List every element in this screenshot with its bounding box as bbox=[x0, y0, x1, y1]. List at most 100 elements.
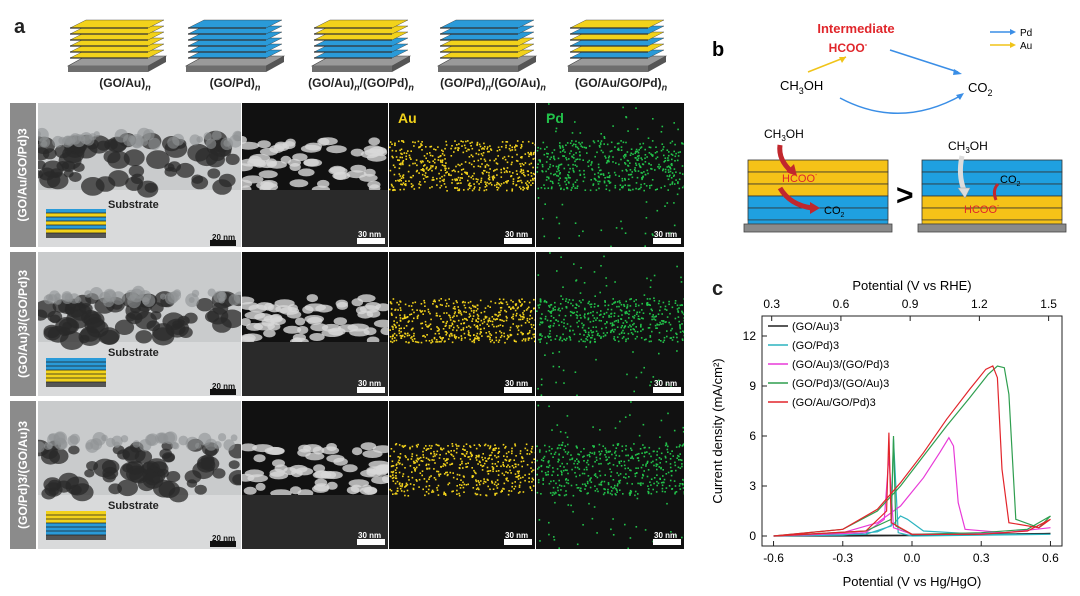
row-label-text: (GO/Au)3/(GO/Pd)3 bbox=[16, 270, 30, 378]
layer-stack-icon bbox=[566, 19, 668, 72]
label-sub2: n bbox=[540, 82, 546, 93]
label-base: (GO/Pd) bbox=[440, 76, 486, 90]
substrate-label-1: Substrate bbox=[108, 199, 159, 211]
panel-b-letter: b bbox=[712, 39, 724, 61]
co2-label: CO2 bbox=[968, 80, 993, 98]
ch3oh-label: CH3OH bbox=[780, 78, 823, 96]
red-arrow-right bbox=[992, 182, 1000, 201]
haadf-image bbox=[242, 103, 388, 247]
scale-label: 20 nm bbox=[212, 382, 236, 391]
scale-bar bbox=[653, 539, 681, 545]
scale-bar bbox=[210, 541, 236, 547]
haadf-image bbox=[242, 252, 388, 396]
ch3oh-right: CH3OH bbox=[948, 139, 988, 155]
arrowhead bbox=[957, 187, 971, 199]
label-base: (GO/Au/GO/Pd) bbox=[574, 76, 662, 90]
schematic-label-5: (GO/Au/GO/Pd)n bbox=[562, 76, 680, 92]
pd-map bbox=[536, 103, 684, 247]
scale-label: 30 nm bbox=[505, 230, 529, 239]
scale-bar bbox=[504, 387, 532, 393]
panel-a-letter: a bbox=[14, 16, 26, 38]
y-axis-label: Current density (mA/cm²) bbox=[710, 358, 725, 503]
scale-bar bbox=[357, 238, 385, 244]
scale-bar bbox=[653, 387, 681, 393]
hcoo-text: HCOO bbox=[829, 41, 865, 55]
greater-than: > bbox=[896, 179, 914, 212]
inset-stack-icon bbox=[46, 209, 106, 238]
scale-bar bbox=[504, 539, 532, 545]
stack-left bbox=[743, 159, 893, 233]
scale-bar bbox=[357, 387, 385, 393]
row-label-text: (GO/Pd)3/(GO/Au)3 bbox=[16, 421, 30, 529]
substrate-label-2: Substrate bbox=[108, 347, 159, 359]
schematic-label-3: (GO/Au)n/(GO/Pd)n bbox=[296, 76, 426, 92]
cv-series-line bbox=[773, 532, 1051, 537]
hcoo-label: HCOO- bbox=[829, 40, 868, 55]
hcoo-left: HCOO- bbox=[782, 172, 818, 185]
label-sub: n bbox=[145, 82, 151, 93]
ch3oh-left: CH3OH bbox=[764, 127, 804, 143]
label-base: (GO/Au) bbox=[99, 76, 146, 90]
pd-map bbox=[536, 401, 684, 549]
legend-label: (GO/Au)3 bbox=[792, 321, 839, 333]
legend-label: (GO/Au)3/(GO/Pd)3 bbox=[792, 359, 889, 371]
x-tick-label: -0.6 bbox=[763, 551, 784, 565]
arrowhead bbox=[1010, 29, 1016, 35]
label-base: (GO/Pd) bbox=[209, 76, 255, 90]
axis-ticks: -0.6 -0.3 0.0 0.3 0.6 0 3 6 9 12 0.3 0.6 0.9 1.2 1.5 bbox=[743, 297, 1059, 565]
arrowhead bbox=[1010, 42, 1016, 48]
arrowhead bbox=[839, 57, 846, 63]
arrowhead bbox=[786, 164, 797, 176]
schematic-label-4: (GO/Pd)n/(GO/Au)n bbox=[428, 76, 558, 92]
row-label-1: (GO/Au/GO/Pd)3 bbox=[10, 103, 36, 247]
schematic-label-2: (GO/Pd)n bbox=[180, 76, 290, 92]
scale-label: 20 nm bbox=[212, 233, 236, 242]
inset-stack-icon bbox=[46, 358, 106, 387]
scale-label: 20 nm bbox=[212, 534, 236, 543]
x-tick-label: 0.3 bbox=[973, 551, 990, 565]
y-tick-label: 6 bbox=[749, 429, 756, 443]
pd-arrow-direct bbox=[839, 94, 963, 114]
scale-bar bbox=[210, 389, 236, 395]
label-sub: n bbox=[661, 82, 668, 93]
pd-arrow-1 bbox=[889, 49, 959, 73]
scale-label: 30 nm bbox=[358, 531, 382, 540]
row-label-3: (GO/Pd)3/(GO/Au)3 bbox=[10, 401, 36, 549]
co2-left: CO2 bbox=[824, 205, 845, 219]
arrowhead bbox=[956, 93, 964, 100]
grey-arrow-right bbox=[957, 155, 967, 191]
cv-chart: -0.6 -0.3 0.0 0.3 0.6 0 3 6 9 12 0.3 0.6 0.9 1.2 1.5 (… bbox=[710, 278, 1063, 589]
top-tick-label: 0.3 bbox=[763, 297, 780, 311]
pd-map bbox=[536, 252, 684, 396]
inset-stack-icon bbox=[46, 511, 106, 540]
layer-stack-icon bbox=[66, 19, 168, 72]
y-tick-label: 0 bbox=[749, 529, 756, 543]
au-arrow-1 bbox=[807, 56, 847, 73]
layer-stack-icon bbox=[184, 19, 286, 72]
scale-bar bbox=[357, 539, 385, 545]
scale-label: 30 nm bbox=[505, 379, 529, 388]
co2-right: CO2 bbox=[1000, 174, 1021, 188]
legend-au-text: Au bbox=[1020, 41, 1032, 52]
label-base: (GO/Au) bbox=[308, 76, 355, 90]
stack-right bbox=[917, 159, 1067, 233]
map-au-label: Au bbox=[398, 110, 417, 126]
legend-label: (GO/Pd)3/(GO/Au)3 bbox=[792, 378, 889, 390]
red-arrow-left-2 bbox=[777, 186, 813, 211]
scale-bar bbox=[504, 238, 532, 244]
hcoo-right: HCOO- bbox=[964, 203, 1000, 216]
au-map bbox=[389, 103, 535, 247]
map-pd-label: Pd bbox=[546, 110, 564, 126]
au-map bbox=[389, 401, 535, 549]
y-tick-label: 3 bbox=[749, 479, 756, 493]
label-sub2: n bbox=[408, 82, 414, 93]
panel-c-letter: c bbox=[712, 278, 724, 300]
top-tick-label: 0.6 bbox=[833, 297, 850, 311]
y-tick-label: 12 bbox=[743, 329, 757, 343]
label-sub: n bbox=[485, 82, 492, 93]
arrowhead bbox=[953, 69, 962, 75]
y-tick-label: 9 bbox=[749, 379, 756, 393]
top-tick-label: 0.9 bbox=[902, 297, 919, 311]
hcoo-charge: - bbox=[865, 40, 868, 49]
scale-label: 30 nm bbox=[358, 230, 382, 239]
